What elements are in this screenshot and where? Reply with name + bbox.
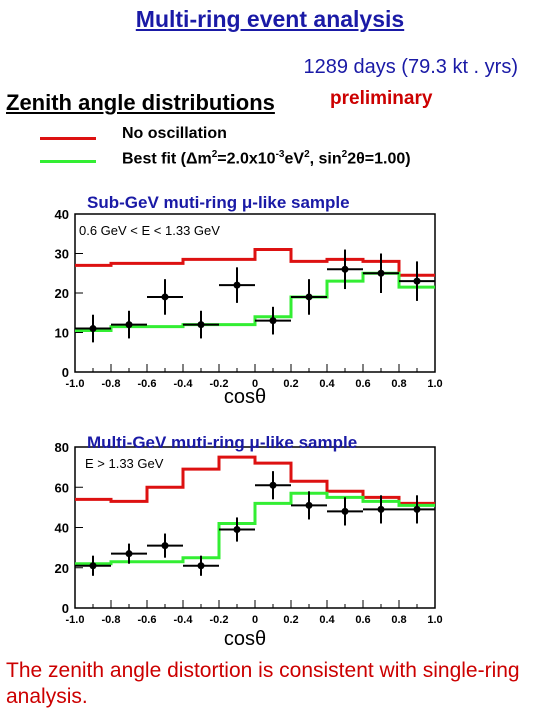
legend-best-fit-sup3: 2	[304, 149, 310, 160]
x-tick-label: 1.0	[427, 614, 442, 626]
data-point	[305, 293, 313, 301]
data-point	[161, 293, 169, 301]
x-tick-label: 1.0	[427, 378, 442, 390]
data-point	[233, 526, 241, 534]
y-tick-label: 0	[62, 365, 69, 380]
plot-frame	[74, 446, 436, 609]
legend-swatch-best-fit	[40, 160, 96, 163]
data-point	[197, 562, 205, 570]
data-point	[161, 542, 169, 550]
legend-swatch-no-oscillation	[40, 137, 96, 140]
legend-best-fit-sup4: 2	[341, 149, 348, 160]
x-tick-label: 0.6	[355, 378, 370, 390]
data-point	[89, 562, 97, 570]
x-tick-label: -0.4	[174, 378, 194, 390]
y-tick-label: 20	[55, 561, 69, 576]
y-tick-label: 40	[55, 521, 69, 536]
legend-best-fit-mid: =2.0x10	[217, 150, 276, 168]
data-point	[305, 501, 313, 509]
data-point	[233, 281, 241, 289]
legend-best-fit-prefix: Best fit (	[122, 150, 186, 168]
data-point	[341, 265, 349, 273]
x-tick-label: 0.4	[319, 378, 335, 390]
x-tick-label: 0.6	[355, 614, 370, 626]
legend-best-fit-tail: 2θ=1.00)	[347, 150, 411, 168]
y-tick-label: 30	[55, 247, 69, 262]
x-tick-label: -0.6	[138, 614, 157, 626]
energy-range-label: E > 1.33 GeV	[85, 456, 164, 471]
conclusion-text: The zenith angle distortion is consisten…	[6, 659, 520, 708]
x-tick-label: -0.8	[102, 614, 121, 626]
x-tick-label: -0.8	[102, 378, 121, 390]
x-tick-label: -1.0	[66, 614, 85, 626]
legend-best-fit-delta: Δ	[186, 150, 198, 168]
x-tick-label: 0.8	[391, 378, 406, 390]
legend-best-fit-sin: , sin	[309, 150, 342, 168]
x-tick-label: -0.2	[210, 378, 229, 390]
sub-gev-chart: -1.0 -0.8 -0.6 -0.4 -0.2 0 0.2 0.4 0.6 0.8 1.0 0 10 2…	[55, 193, 443, 408]
data-point	[377, 269, 385, 277]
x-axis-label: cosθ	[224, 386, 266, 408]
x-tick-label: -0.2	[210, 614, 229, 626]
legend-best-fit-unit: eV	[284, 150, 305, 168]
data-point	[125, 550, 133, 558]
x-tick-label: 0.4	[319, 614, 335, 626]
x-tick-label: 0	[252, 378, 258, 390]
data-point	[413, 277, 421, 285]
legend-best-fit-m: m	[197, 150, 212, 168]
section-subtitle: Zenith angle distributions	[6, 90, 275, 115]
multi-gev-chart: -1.0 -0.8 -0.6 -0.4 -0.2 0 0.2 0.4 0.6 0.8 1.0 0 20 4…	[55, 433, 443, 650]
chart-title: Sub-GeV muti-ring μ-like sample	[87, 193, 350, 212]
legend-best-fit-sup1: 2	[211, 149, 218, 160]
x-tick-label: 0.2	[283, 378, 298, 390]
x-tick-label: -0.6	[138, 378, 157, 390]
chart-title: Multi-GeV muti-ring μ-like sample	[87, 433, 357, 452]
legend-label-best-fit: Best fit (Δm2=2.0x10-3eV2, sin22θ=1.00)	[122, 149, 411, 168]
data-point	[341, 507, 349, 515]
y-tick-label: 80	[55, 440, 69, 455]
best-fit-histogram	[75, 491, 435, 566]
no-oscillation-histogram	[75, 248, 435, 277]
preliminary-badge: preliminary	[330, 88, 433, 109]
data-point	[269, 317, 277, 325]
data-point	[89, 325, 97, 333]
legend-best-fit-sup2: -3	[275, 149, 285, 160]
x-tick-label: 0.8	[391, 614, 406, 626]
data-point	[269, 481, 277, 489]
y-tick-label: 0	[62, 601, 69, 616]
x-axis-label: cosθ	[224, 628, 266, 650]
x-tick-label: -0.4	[174, 614, 194, 626]
y-tick-label: 60	[55, 480, 69, 495]
exposure-label: 1289 days (79.3 kt . yrs)	[303, 56, 518, 78]
legend-label-no-oscillation: No oscillation	[122, 125, 227, 142]
page-title: Multi-ring event analysis	[135, 6, 405, 32]
data-point	[413, 505, 421, 513]
data-point	[125, 321, 133, 329]
x-tick-label: 0	[252, 614, 258, 626]
x-tick-label: -1.0	[66, 378, 85, 390]
y-tick-label: 10	[55, 326, 69, 341]
x-tick-label: 0.2	[283, 614, 298, 626]
energy-range-label: 0.6 GeV < E < 1.33 GeV	[79, 223, 220, 238]
y-tick-label: 40	[55, 207, 69, 222]
data-point	[197, 321, 205, 329]
data-point	[377, 505, 385, 513]
y-tick-label: 20	[55, 286, 69, 301]
